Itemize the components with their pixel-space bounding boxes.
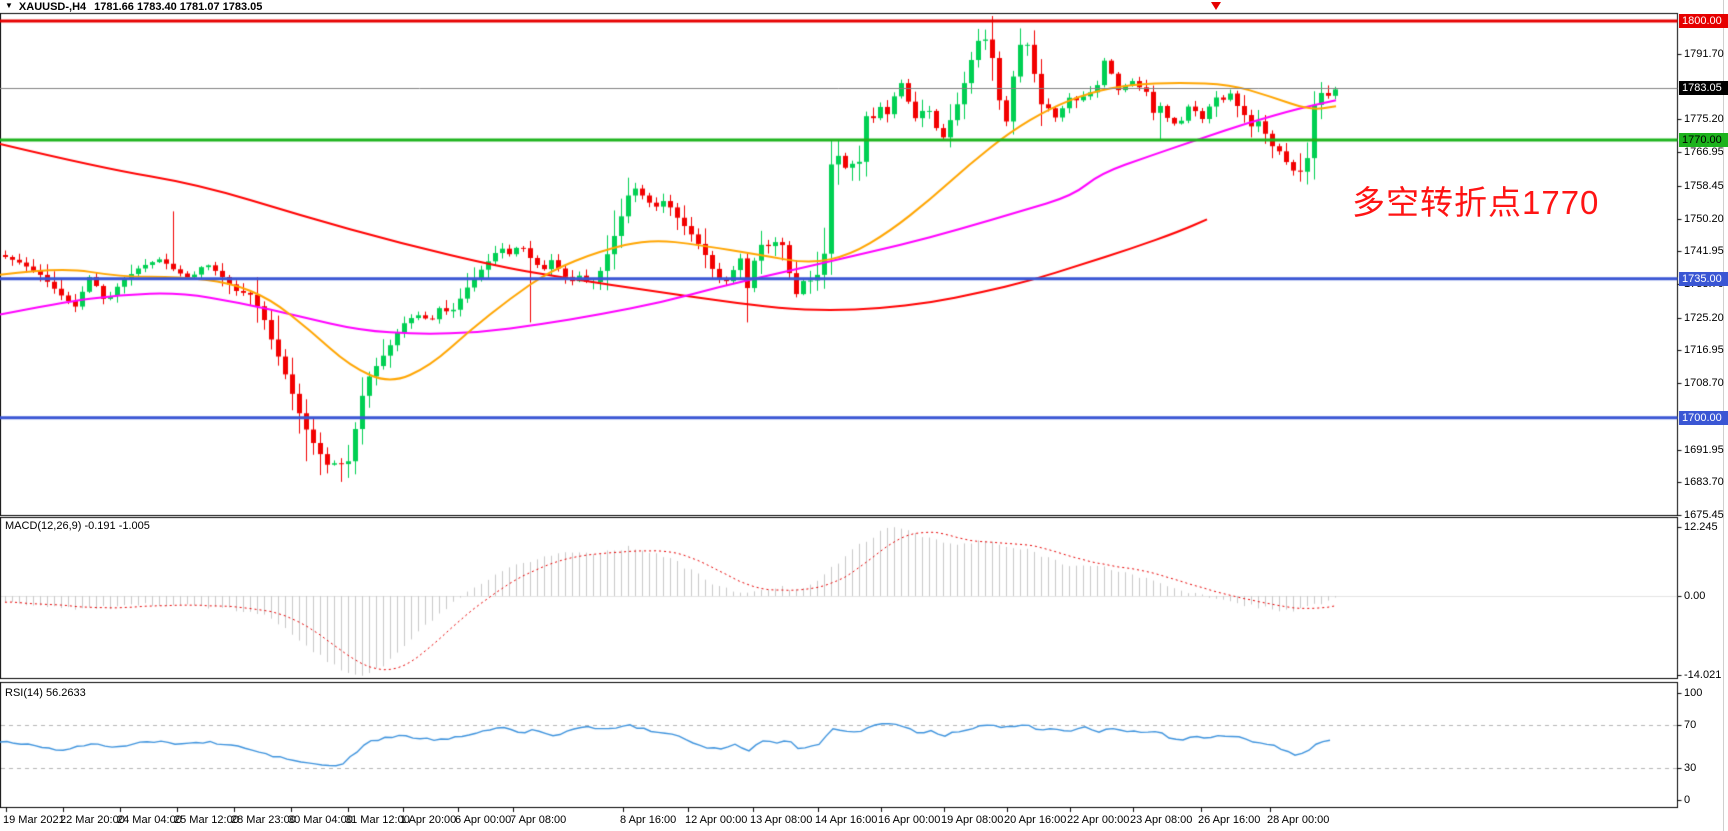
chart-title: ▼ XAUUSD-,H4 1781.66 1783.40 1781.07 1783.… <box>5 1 262 13</box>
price-axis-label: 1791.70 <box>1684 47 1724 60</box>
rsi-label: RSI(14) 56.2633 <box>5 687 86 699</box>
rsi-axis-label: 0 <box>1684 794 1691 807</box>
time-axis-label: 25 Mar 12:00 <box>174 814 239 826</box>
price-axis-label: 1683.70 <box>1684 476 1724 489</box>
price-level-badge: 1770.00 <box>1679 132 1728 147</box>
time-axis-label: 20 Apr 16:00 <box>1004 814 1067 826</box>
symbol-label: XAUUSD-,H4 <box>18 1 87 13</box>
time-axis-label: 7 Apr 08:00 <box>510 814 567 826</box>
price-level-badge: 1700.00 <box>1679 410 1728 425</box>
time-axis-label: 28 Apr 00:00 <box>1267 814 1330 826</box>
price-axis-label: 1775.20 <box>1684 113 1724 126</box>
price-axis-label: 1741.95 <box>1684 245 1724 258</box>
time-axis-label: 22 Apr 00:00 <box>1067 814 1130 826</box>
price-axis-label: 1675.45 <box>1684 509 1724 521</box>
time-axis-label: 16 Apr 00:00 <box>878 814 941 826</box>
price-axis-label: 1708.70 <box>1684 377 1724 390</box>
time-axis-label: 8 Apr 16:00 <box>620 814 677 826</box>
price-axis-label: 1750.20 <box>1684 212 1724 225</box>
time-axis-label: 30 Mar 04:00 <box>288 814 353 826</box>
time-axis-label: 26 Apr 16:00 <box>1198 814 1261 826</box>
rsi-axis-label: 70 <box>1684 719 1697 732</box>
red-arrow-marker <box>1211 2 1221 10</box>
time-axis-label: 23 Apr 08:00 <box>1130 814 1193 826</box>
price-axis-label: 1758.45 <box>1684 179 1724 192</box>
price-level-badge: 1735.00 <box>1679 271 1728 286</box>
time-axis-label: 28 Mar 23:00 <box>231 814 296 826</box>
macd-axis-label: -14.021 <box>1684 669 1722 681</box>
time-axis-label: 31 Mar 12:00 <box>345 814 410 826</box>
time-axis-label: 22 Mar 20:00 <box>60 814 125 826</box>
price-level-badge: 1783.05 <box>1679 81 1728 96</box>
trend-annotation[interactable]: 多空转折点1770 <box>1352 184 1600 221</box>
price-axis-label: 1691.95 <box>1684 443 1724 456</box>
macd-label: MACD(12,26,9) -0.191 -1.005 <box>5 520 150 532</box>
time-axis-label: 12 Apr 00:00 <box>685 814 748 826</box>
time-axis-label: 14 Apr 16:00 <box>815 814 878 826</box>
price-level-badge: 1800.00 <box>1679 14 1728 28</box>
time-axis-label: 19 Apr 08:00 <box>941 814 1004 826</box>
time-axis-label: 24 Mar 04:00 <box>117 814 182 826</box>
time-axis-label: 1 Apr 20:00 <box>400 814 457 826</box>
rsi-axis-label: 100 <box>1684 687 1703 699</box>
price-axis-label: 1725.20 <box>1684 311 1724 324</box>
ohlc-values: 1781.66 1783.40 1781.07 1783.05 <box>94 1 263 13</box>
time-axis-label: 13 Apr 08:00 <box>750 814 813 826</box>
time-axis-label: 6 Apr 00:00 <box>455 814 512 826</box>
price-axis-label: 1766.95 <box>1684 146 1724 159</box>
rsi-axis-label: 30 <box>1684 762 1697 775</box>
symbol-dropdown-icon: ▼ <box>5 1 13 10</box>
macd-axis-label: 12.245 <box>1684 521 1718 533</box>
time-axis-label: 19 Mar 2021 <box>3 814 65 826</box>
price-axis-label: 1716.95 <box>1684 344 1724 357</box>
macd-axis-label: 0.00 <box>1684 590 1706 602</box>
